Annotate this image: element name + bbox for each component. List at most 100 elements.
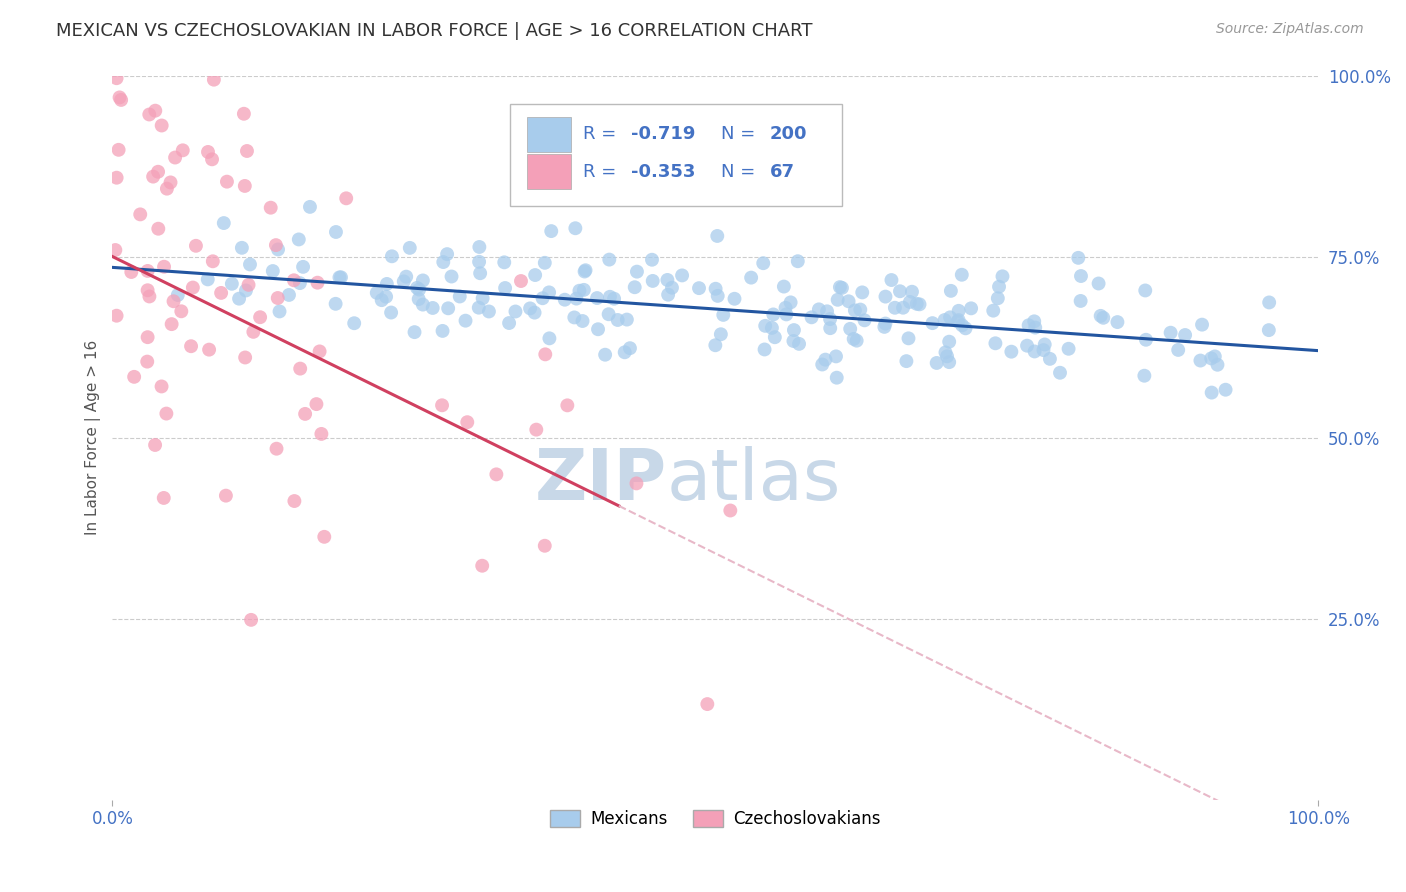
Point — [1206, 358, 1229, 372]
Point — [938, 334, 960, 349]
Point — [478, 304, 501, 318]
Point — [1191, 318, 1213, 332]
Point — [510, 274, 533, 288]
Text: Source: ZipAtlas.com: Source: ZipAtlas.com — [1216, 22, 1364, 37]
Point — [456, 415, 478, 429]
Point — [1092, 310, 1115, 325]
Point — [1024, 344, 1046, 359]
Point — [236, 144, 259, 158]
Point — [531, 291, 554, 305]
Point — [754, 318, 776, 333]
Point — [1135, 333, 1157, 347]
Point — [454, 314, 477, 328]
Point — [288, 276, 311, 290]
Point — [853, 313, 876, 327]
Point — [278, 288, 301, 302]
Point — [105, 170, 128, 185]
Point — [1032, 343, 1054, 358]
Point — [688, 281, 710, 295]
Point — [671, 268, 693, 283]
Point — [288, 232, 311, 246]
Point — [752, 256, 775, 270]
Point — [143, 103, 166, 118]
Point — [398, 241, 420, 255]
Text: -0.719: -0.719 — [631, 125, 696, 143]
Point — [761, 321, 783, 335]
Point — [136, 264, 159, 278]
Point — [723, 292, 745, 306]
Text: MEXICAN VS CZECHOSLOVAKIAN IN LABOR FORCE | AGE > 16 CORRELATION CHART: MEXICAN VS CZECHOSLOVAKIAN IN LABOR FORC… — [56, 22, 813, 40]
Point — [593, 348, 616, 362]
Point — [122, 369, 145, 384]
Point — [104, 243, 127, 257]
Point — [395, 269, 418, 284]
Point — [197, 145, 219, 159]
Point — [136, 330, 159, 344]
Point — [201, 153, 224, 167]
Point — [366, 285, 388, 300]
Point — [156, 181, 179, 195]
Point — [432, 255, 454, 269]
Point — [571, 314, 593, 328]
Point — [136, 354, 159, 368]
Point — [787, 337, 810, 351]
Point — [908, 297, 931, 311]
Point — [540, 224, 562, 238]
Point — [891, 301, 914, 315]
Point — [343, 316, 366, 330]
Point — [875, 317, 897, 331]
Point — [1057, 342, 1080, 356]
Point — [269, 304, 291, 318]
Point — [883, 301, 905, 315]
Text: -0.353: -0.353 — [631, 163, 696, 181]
Point — [146, 165, 169, 179]
Point — [1160, 326, 1182, 340]
Point — [598, 252, 620, 267]
Point — [925, 356, 948, 370]
Point — [889, 285, 911, 299]
Point — [166, 288, 188, 302]
Point — [598, 307, 620, 321]
Point — [782, 334, 804, 348]
Point — [562, 310, 585, 325]
Point — [150, 119, 173, 133]
Point — [818, 312, 841, 326]
Text: N =: N = — [721, 125, 762, 143]
Point — [232, 107, 254, 121]
Point — [138, 107, 160, 121]
Point — [494, 281, 516, 295]
Point — [233, 178, 256, 193]
Point — [606, 313, 628, 327]
Point — [827, 293, 849, 307]
Point — [215, 175, 238, 189]
Point — [150, 379, 173, 393]
Point — [811, 358, 834, 372]
Point — [718, 503, 741, 517]
Point — [105, 71, 128, 86]
Point — [1133, 368, 1156, 383]
Point — [613, 345, 636, 359]
FancyBboxPatch shape — [527, 154, 571, 189]
Point — [392, 274, 415, 288]
Point — [988, 279, 1011, 293]
Point — [939, 284, 962, 298]
Point — [845, 334, 868, 348]
Point — [533, 539, 555, 553]
Point — [574, 264, 596, 278]
Point — [1067, 251, 1090, 265]
Point — [934, 313, 956, 327]
Point — [706, 229, 728, 244]
Point — [851, 285, 873, 300]
Point — [238, 277, 260, 292]
Point — [468, 266, 491, 280]
Point — [1049, 366, 1071, 380]
Point — [955, 321, 977, 335]
Point — [875, 290, 897, 304]
Point — [471, 291, 494, 305]
Point — [242, 325, 264, 339]
Point — [264, 238, 287, 252]
Point — [775, 307, 797, 321]
Point — [375, 277, 398, 291]
Point — [564, 221, 586, 235]
Point — [814, 352, 837, 367]
